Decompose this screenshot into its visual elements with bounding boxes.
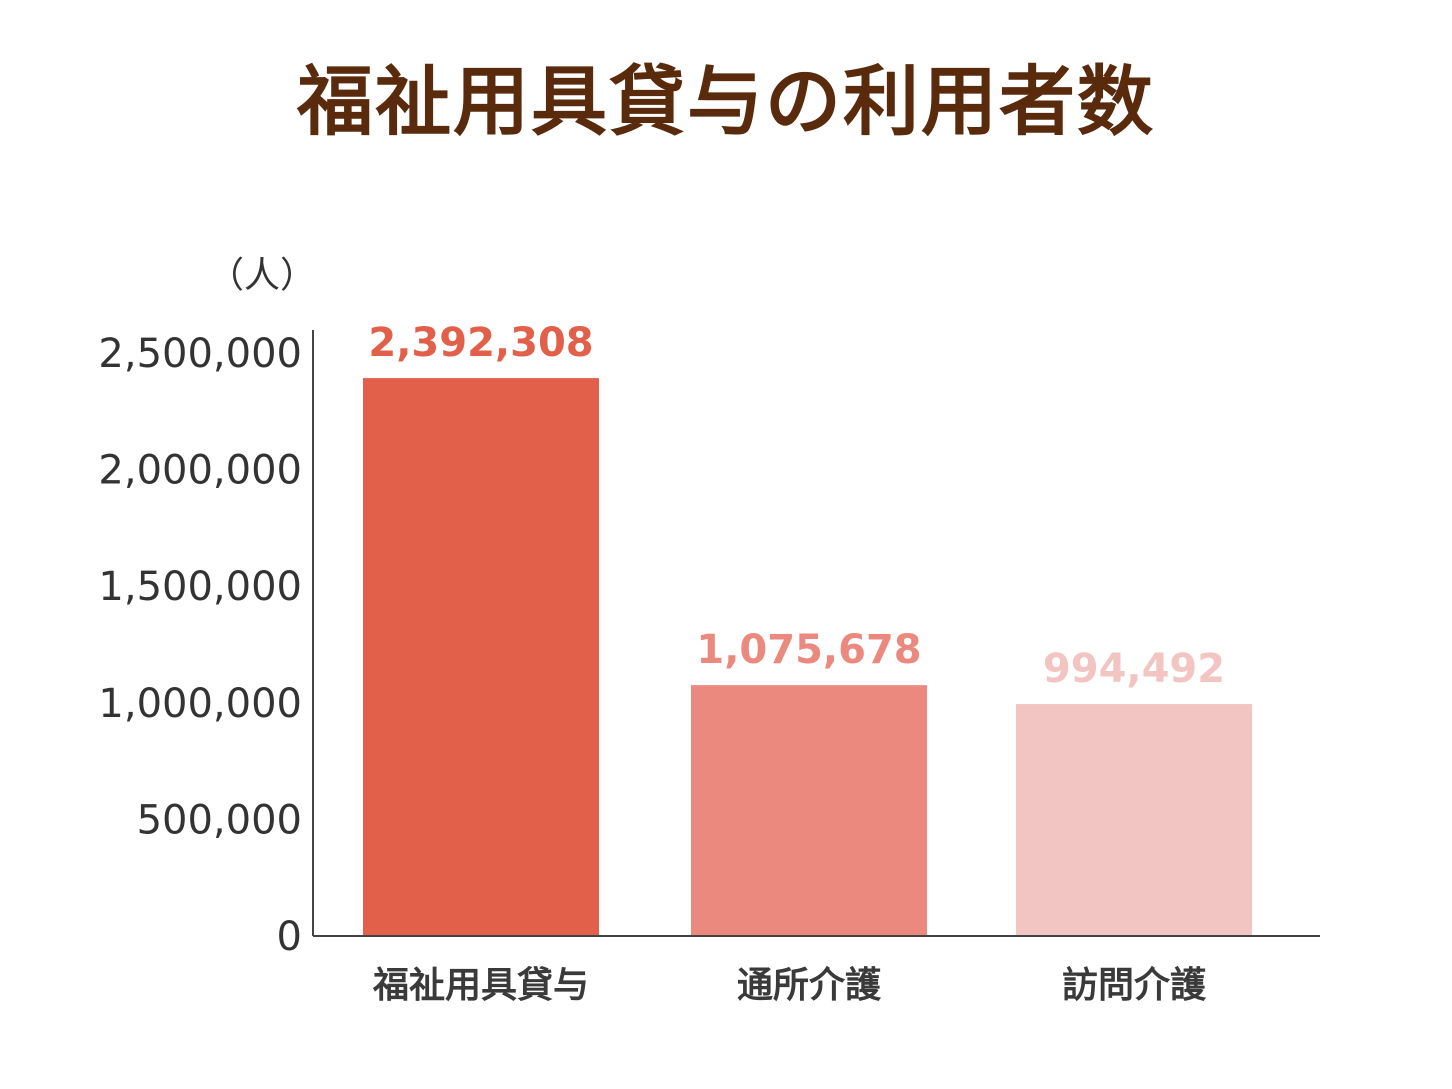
category-labels: 福祉用具貸与 通所介護 訪問介護: [372, 965, 1207, 1006]
y-tick-label: 2,000,000: [98, 448, 302, 494]
y-tick-label: 500,000: [137, 797, 302, 843]
y-tick-label: 1,000,000: [98, 681, 302, 727]
y-tick-label: 0: [277, 914, 302, 960]
bar: [691, 685, 927, 936]
bars: [363, 378, 1252, 936]
chart-title: 福祉用具貸与の利用者数: [297, 57, 1155, 146]
bar-value-label: 1,075,678: [696, 627, 921, 673]
x-category-label: 福祉用具貸与: [372, 965, 589, 1006]
bar-value-label: 994,492: [1043, 646, 1225, 692]
y-tick-label: 1,500,000: [98, 564, 302, 610]
bar: [1016, 704, 1252, 936]
value-labels: 2,392,308 1,075,678 994,492: [368, 320, 1225, 692]
y-tick-label: 2,500,000: [98, 331, 302, 377]
x-category-label: 通所介護: [737, 965, 882, 1006]
x-category-label: 訪問介護: [1062, 965, 1207, 1006]
y-axis-unit-label: （人）: [208, 255, 316, 296]
bar-value-label: 2,392,308: [368, 320, 593, 366]
bar: [363, 378, 599, 936]
y-axis-ticks: 0 500,000 1,000,000 1,500,000 2,000,000 2,500…: [98, 331, 302, 960]
